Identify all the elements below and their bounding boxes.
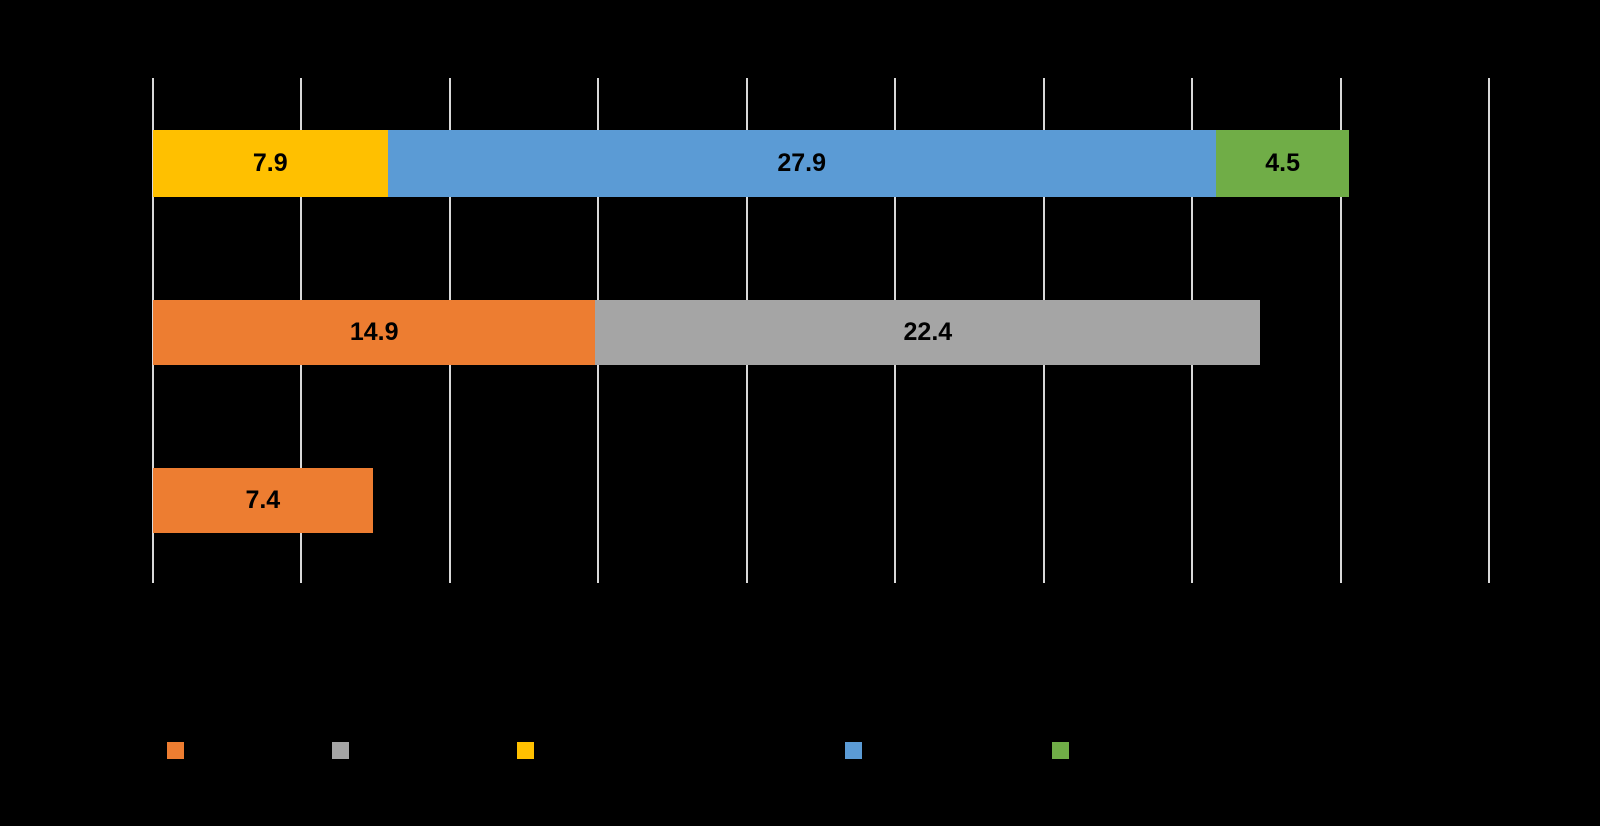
bar-row3-orange: 7.4 [153,468,373,533]
legend-gray-marker [332,742,349,759]
legend-yellow-marker [517,742,534,759]
data-label-blue-row1: 27.9 [777,149,827,177]
data-label-yellow-row1: 7.9 [252,149,288,177]
bar-row1-green: 4.5 [1215,130,1350,197]
legend-orange-marker [167,742,184,759]
bar-row2-gray: 22.4 [595,300,1261,365]
data-label-orange-row2: 14.9 [349,318,399,346]
data-label-orange-row3: 7.4 [245,486,281,514]
data-label-gray-row2: 22.4 [903,318,953,346]
bar-row1-yellow: 7.9 [153,130,388,197]
bar-row2-orange: 14.9 [153,300,596,365]
x-gridline-40 [1339,78,1342,583]
legend-green-marker [1052,742,1069,759]
legend-blue-marker [845,742,862,759]
bar-row1-blue: 27.9 [387,130,1216,197]
data-label-green-row1: 4.5 [1265,149,1301,177]
x-gridline-45 [1488,78,1490,583]
